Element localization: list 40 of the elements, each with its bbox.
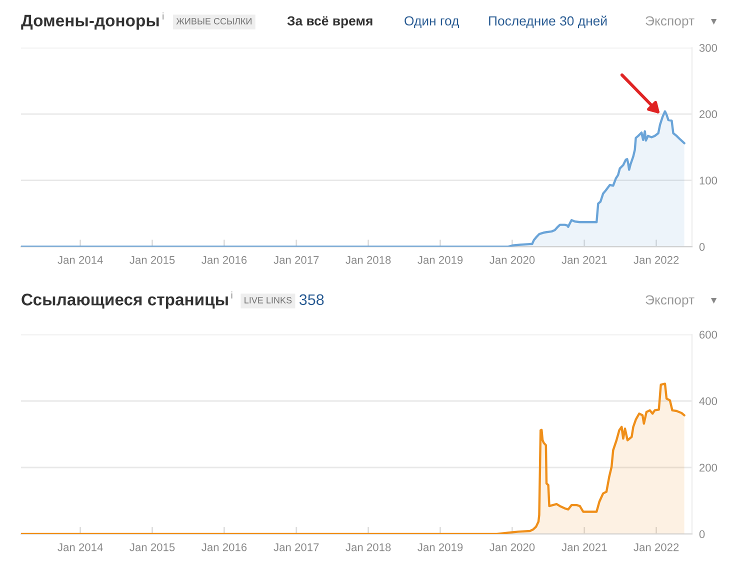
text: Последние 30 дней <box>489 16 607 28</box>
text: i <box>231 291 232 299</box>
x-tick-label: Jan 2014 <box>58 256 103 264</box>
text: ЖИВЫЕ ССЫЛКИ <box>176 18 252 24</box>
x-tick-label: Jan 2022 <box>634 543 679 552</box>
chart-title: Домены-доноры <box>21 14 159 30</box>
x-tick-label: Jan 2019 <box>418 256 463 264</box>
x-tick-label: Jan 2020 <box>490 543 535 552</box>
x-tick-label: Jan 2016 <box>202 256 247 264</box>
y-tick-label: 600 <box>700 330 718 339</box>
x-tick-label: Jan 2022 <box>634 256 679 264</box>
text: ▼ <box>710 298 717 304</box>
x-tick-label: Jan 2020 <box>490 256 535 264</box>
x-tick-label: Jan 2017 <box>274 256 319 264</box>
text: За всё время <box>287 16 372 28</box>
y-tick-label: 300 <box>699 44 718 52</box>
x-tick-label: Jan 2015 <box>130 256 175 264</box>
text: LIVE LINKS <box>244 297 292 304</box>
text: i <box>162 12 164 20</box>
y-tick-label: 200 <box>700 110 718 118</box>
text: Экспорт <box>646 295 694 308</box>
text: Один год <box>404 16 460 28</box>
x-tick-label: Jan 2017 <box>274 543 319 552</box>
x-tick-label: Jan 2021 <box>562 256 607 264</box>
y-tick-label: 400 <box>699 397 718 406</box>
x-tick-label: Jan 2021 <box>562 543 607 552</box>
x-tick-label: Jan 2019 <box>418 543 463 552</box>
text: 358 <box>299 294 324 306</box>
x-tick-label: Jan 2015 <box>130 543 175 552</box>
text: Экспорт <box>646 16 694 28</box>
y-tick-label: 0 <box>699 242 705 251</box>
y-tick-label: 0 <box>699 530 705 538</box>
y-tick-label: 100 <box>700 176 718 184</box>
y-tick-label: 200 <box>700 464 718 472</box>
text: ▼ <box>710 18 717 25</box>
chart-title: Ссылающиеся страницы <box>22 294 228 309</box>
x-tick-label: Jan 2016 <box>202 543 247 552</box>
x-tick-label: Jan 2018 <box>346 256 391 264</box>
x-tick-label: Jan 2018 <box>346 543 391 552</box>
x-tick-label: Jan 2014 <box>58 543 103 552</box>
